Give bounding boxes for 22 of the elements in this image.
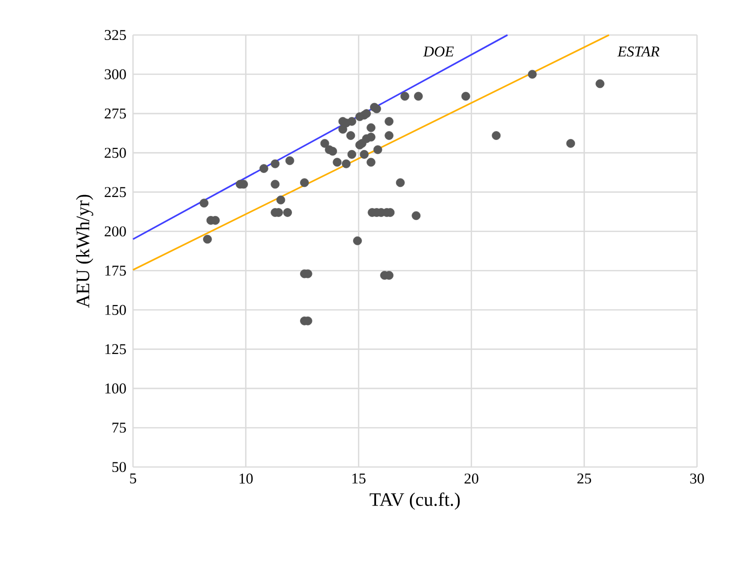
y-axis-title: AEU (kWh/yr) xyxy=(76,194,94,308)
y-tick-label: 300 xyxy=(104,69,126,80)
x-tick-label: 25 xyxy=(577,474,592,484)
y-tick-label: 175 xyxy=(105,266,126,276)
x-tick-label: 20 xyxy=(464,474,478,484)
x-axis-title: TAV (cu.ft.) xyxy=(370,492,460,510)
x-tick-label: 10 xyxy=(240,474,253,484)
x-tick-label: 30 xyxy=(690,474,704,484)
y-tick-label: 125 xyxy=(105,344,126,354)
y-tick-label: 75 xyxy=(112,422,126,433)
series-label: ESTAR xyxy=(617,46,660,57)
y-tick-label: 250 xyxy=(104,148,126,158)
y-tick-label: 150 xyxy=(105,304,126,315)
y-tick-label: 225 xyxy=(104,187,126,198)
y-tick-label: 325 xyxy=(104,30,126,40)
y-tick-label: 275 xyxy=(104,108,126,119)
y-tick-label: 200 xyxy=(104,226,126,236)
y-tick-label: 100 xyxy=(105,383,126,394)
series-label: DOE xyxy=(423,46,454,57)
x-tick-label: 15 xyxy=(352,474,366,484)
x-tick-label: 5 xyxy=(130,474,136,484)
y-tick-label: 50 xyxy=(112,462,126,472)
